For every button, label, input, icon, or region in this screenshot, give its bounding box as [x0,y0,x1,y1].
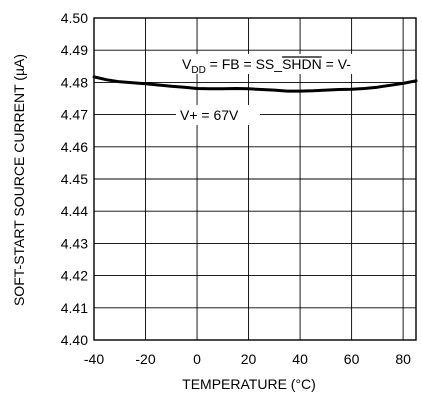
condition-v: V [182,56,192,72]
y-tick-label: 4.48 [61,74,88,90]
x-tick-label: -40 [84,351,104,367]
y-tick-label: 4.44 [61,203,88,219]
x-tick-label: 20 [241,351,257,367]
x-axis-title: TEMPERATURE (°C) [182,376,316,392]
y-axis-title: SOFT-START SOURCE CURRENT (µA) [11,54,27,306]
x-tick-label: 80 [395,351,411,367]
y-tick-label: 4.42 [61,268,88,284]
condition-mid: = FB = SS_ [206,56,282,72]
vplus-annotation: V+ = 67V [176,105,260,125]
y-tick-label: 4.41 [61,300,88,316]
plot-frame [93,17,417,341]
x-tick-label: 60 [344,351,360,367]
y-tick-label: 4.45 [61,171,88,187]
condition-label-bg [178,54,356,74]
x-tick-label: -20 [135,351,155,367]
condition-tail: = V- [322,56,352,72]
condition-subscript: DD [191,65,205,76]
y-tick-label: 4.49 [61,42,88,58]
vplus-label-bg [176,105,260,125]
x-tick-label: 40 [292,351,308,367]
vplus-label: V+ = 67V [180,107,239,123]
y-tick-label: 4.43 [61,235,88,251]
data-series [92,75,418,93]
gridlines [94,18,416,340]
y-tick-label: 4.50 [61,10,88,26]
condition-label: VDD = FB = SS_SHDN = V- [182,56,351,76]
condition-shdn: SHDN [282,56,322,72]
series-line [92,75,418,93]
y-tick-label: 4.46 [61,139,88,155]
tick-labels: 4.50 4.49 4.48 4.47 4.46 4.45 4.44 4.43 4.42 4.41… [61,10,411,367]
y-tick-label: 4.47 [61,107,88,123]
condition-annotation: VDD = FB = SS_SHDN = V- [178,54,356,76]
x-tick-label: 0 [193,351,201,367]
y-tick-label: 4.40 [61,332,88,348]
